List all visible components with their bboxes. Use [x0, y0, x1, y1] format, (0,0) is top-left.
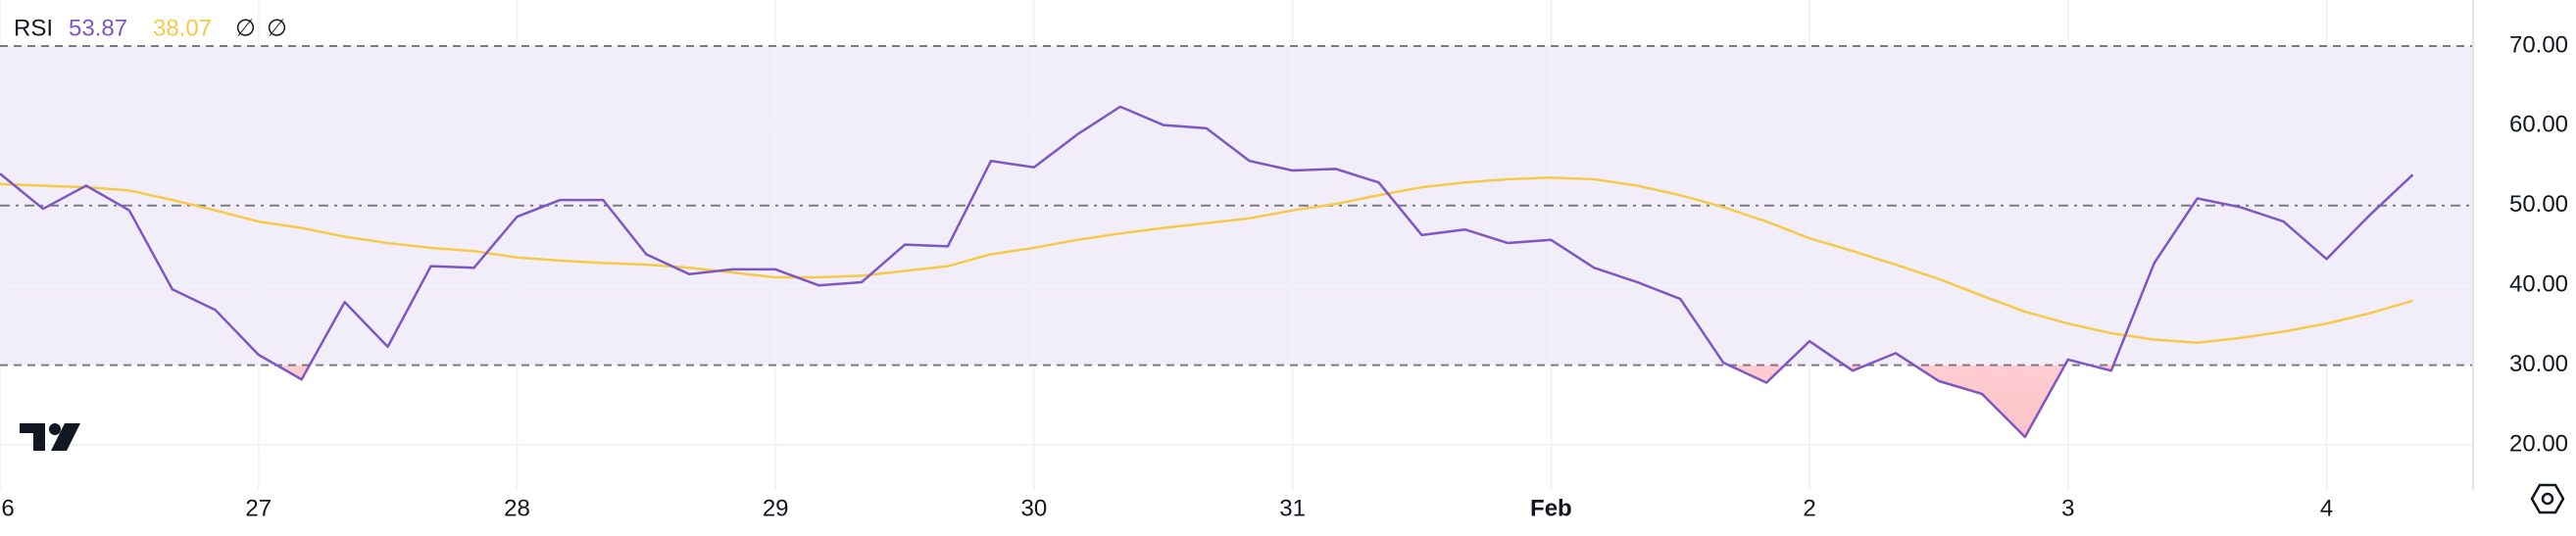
y-tick-label: 40.00 — [2509, 271, 2568, 298]
x-tick-label: 29 — [763, 495, 789, 521]
legend: RSI 53.87 38.07 ∅ ∅ — [14, 15, 287, 41]
x-tick-label: 4 — [2320, 495, 2333, 521]
legend-value: 38.07 — [153, 15, 212, 41]
series-line — [0, 105, 2414, 439]
legend-mark: ∅ — [235, 15, 256, 41]
x-tick-label: 2 — [1803, 495, 1815, 521]
y-tick-label: 20.00 — [2509, 430, 2568, 457]
x-tick-label: 31 — [1279, 495, 1306, 521]
x-tick-label: 30 — [1021, 495, 1048, 521]
oversold-fill — [276, 365, 2114, 437]
y-tick-label: 30.00 — [2509, 351, 2568, 377]
y-tick-label: 50.00 — [2509, 191, 2568, 218]
x-tick-label: 27 — [245, 495, 272, 521]
tradingview-logo[interactable] — [20, 423, 80, 451]
legend-value: 53.87 — [69, 15, 127, 41]
legend-mark: ∅ — [267, 15, 287, 41]
y-tick-label: 60.00 — [2509, 112, 2568, 138]
x-tick-label: 3 — [2061, 495, 2074, 521]
series-line — [0, 176, 2413, 345]
x-tick-label: 6 — [1, 495, 14, 521]
plot-area — [0, 0, 2473, 490]
legend-title: RSI — [14, 15, 53, 41]
x-tick-label: 28 — [504, 495, 530, 521]
y-tick-label: 70.00 — [2509, 31, 2568, 58]
settings-button[interactable] — [2530, 483, 2565, 514]
x-tick-label: Feb — [1530, 495, 1572, 521]
oversold-zone — [276, 365, 2114, 437]
